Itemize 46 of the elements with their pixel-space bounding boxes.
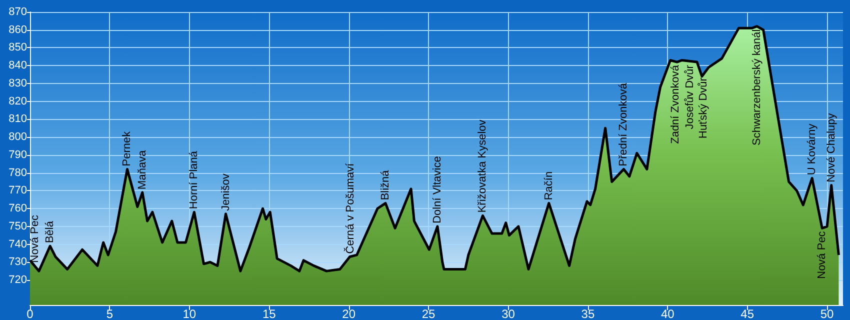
y-tick-label: 780 — [8, 166, 27, 179]
y-tick-label: 720 — [8, 274, 27, 286]
y-tick-label: 770 — [8, 184, 27, 197]
annotation: Horní Planá — [188, 150, 200, 210]
y-tick-label: 740 — [8, 238, 27, 250]
annotation: Maňava — [136, 149, 148, 190]
annotation: Schwarzenberský kanál — [750, 29, 763, 146]
annotation: Bližná — [379, 169, 392, 200]
annotation: Pernek — [121, 130, 134, 166]
y-tick-label: 860 — [8, 24, 27, 36]
y-tick-label: 760 — [8, 202, 27, 215]
y-tick-label: 730 — [8, 256, 27, 268]
y-tick-label: 840 — [8, 60, 27, 72]
annotation: Nová Pec — [28, 214, 41, 263]
x-tick-label: 10 — [182, 307, 196, 320]
y-tick-label: 850 — [8, 42, 27, 54]
x-tick-label: 0 — [26, 307, 34, 320]
x-tick-label: 50 — [820, 307, 834, 320]
y-tick-label: 800 — [8, 131, 27, 144]
annotation: Huťský Dvůr — [698, 77, 710, 138]
x-tick-label: 35 — [581, 307, 595, 320]
annotation: Račín — [542, 171, 555, 200]
y-tick-label: 820 — [8, 95, 27, 108]
x-tick-label: 40 — [660, 307, 675, 320]
y-tick-label: 750 — [8, 220, 27, 232]
annotation: Křižovatka Kyselov — [476, 119, 489, 213]
annotation: Zadní Zvonková — [670, 64, 682, 144]
x-tick-label: 5 — [106, 307, 114, 320]
y-tick-label: 790 — [8, 148, 27, 161]
y-tick-label: 810 — [8, 113, 27, 126]
annotation: Přední Zvonková — [618, 82, 630, 166]
annotation: Josefův Dvůr — [684, 64, 696, 130]
y-tick-label: 830 — [8, 77, 27, 90]
annotation: Černá v Pošumaví — [343, 162, 356, 254]
x-tick-label: 15 — [262, 307, 276, 320]
annotation: Nové Chalupy — [825, 112, 838, 182]
x-tick-label: 45 — [740, 307, 754, 320]
y-tick-label: 870 — [8, 6, 27, 18]
annotation: U Kovárny — [806, 123, 818, 176]
annotation: Bělá — [44, 220, 56, 244]
annotation: Nová Pec — [816, 230, 828, 279]
x-tick-label: 25 — [422, 307, 436, 320]
x-tick-label: 30 — [502, 307, 516, 320]
x-tick-label: 20 — [342, 307, 356, 320]
annotation: Dolní Vltavice — [431, 156, 444, 224]
annotation: Jenišov — [220, 173, 232, 211]
